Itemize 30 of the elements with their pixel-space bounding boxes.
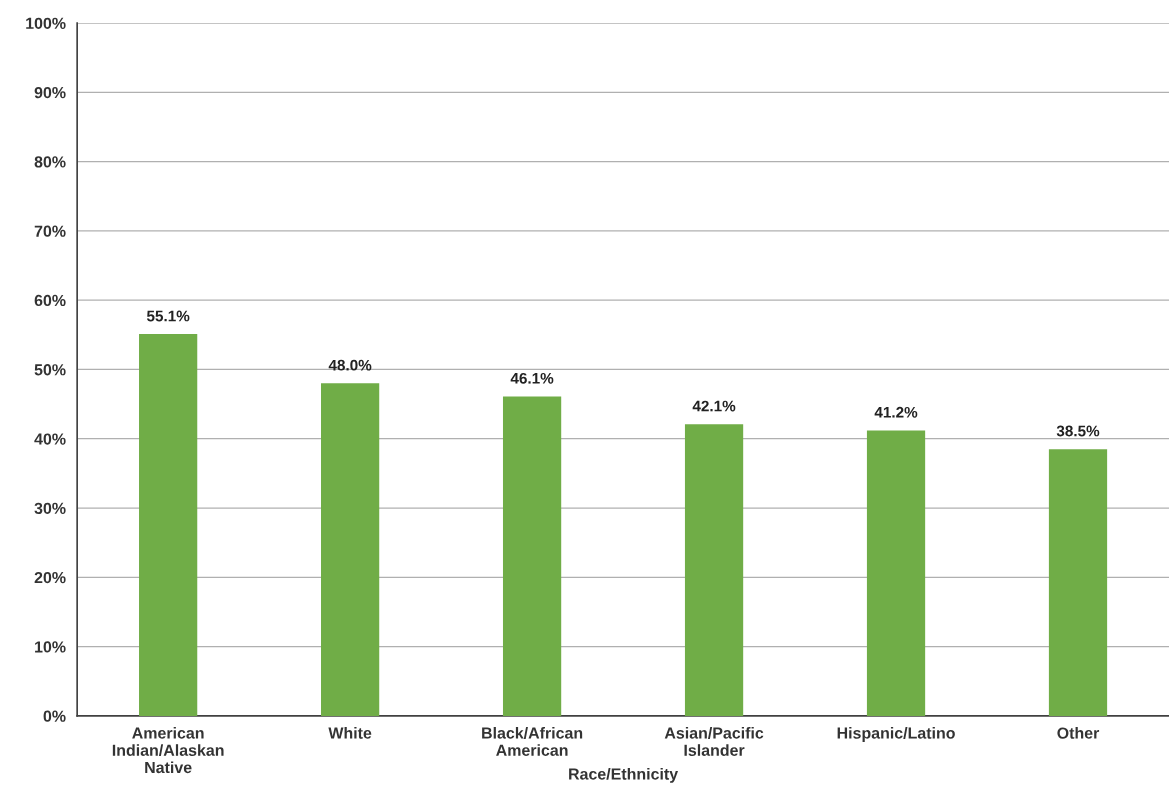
x-tick-label: White	[328, 727, 372, 739]
data-label: 42.1%	[692, 400, 736, 412]
y-tick-label: 70%	[34, 225, 66, 237]
x-tick-label: Asian/Pacific Islander	[664, 727, 764, 756]
bar	[139, 334, 198, 716]
y-tick-label: 60%	[34, 294, 66, 307]
x-tick-label: Hispanic/Latino	[837, 727, 955, 742]
y-tick-label: 50%	[34, 364, 66, 376]
x-tick-label: Other	[1057, 727, 1100, 739]
y-tick-label: 40%	[34, 433, 66, 445]
y-tick-label: 0%	[43, 710, 66, 722]
x-axis-title: Race/Ethnicity	[569, 767, 679, 783]
bar	[684, 424, 744, 716]
bar	[866, 430, 926, 716]
y-tick-label: 10%	[35, 641, 66, 653]
x-tick-label: Black/African American	[482, 727, 583, 756]
y-tick-label: 30%	[34, 502, 66, 514]
data-label: 38.5%	[1056, 425, 1100, 437]
data-label: 41.2%	[874, 406, 918, 418]
data-label: 55.1%	[146, 310, 190, 322]
bar	[1048, 449, 1108, 716]
y-tick-label: 90%	[34, 86, 66, 99]
y-tick-label: 100%	[26, 17, 66, 29]
y-tick-label: 20%	[34, 571, 66, 584]
data-label: 46.1%	[510, 372, 554, 384]
data-label: 48.0%	[328, 359, 372, 371]
bar	[321, 383, 380, 716]
bar	[502, 396, 562, 716]
y-tick-label: 80%	[34, 156, 66, 168]
x-tick-label: American Indian/Alaskan Native	[112, 727, 224, 774]
